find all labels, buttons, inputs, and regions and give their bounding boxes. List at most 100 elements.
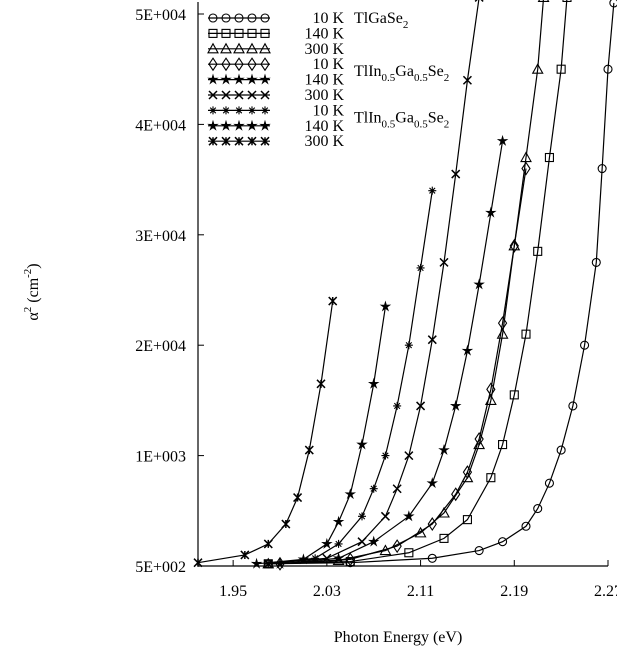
data-point xyxy=(509,238,519,253)
y-axis-title-unit: (cm xyxy=(25,277,42,306)
legend-material-subscript: 2 xyxy=(444,118,450,130)
y-axis-title-close: ) xyxy=(25,263,42,268)
y-axis-title-unit-sup: -2 xyxy=(22,269,34,278)
data-point xyxy=(474,0,484,2)
data-point xyxy=(379,300,392,312)
data-point xyxy=(367,377,380,389)
legend-marker xyxy=(221,136,231,146)
data-point xyxy=(428,186,437,195)
legend-label: 140 K xyxy=(304,118,344,135)
series-line xyxy=(197,300,334,564)
series-5 xyxy=(274,134,509,569)
legend-marker xyxy=(259,73,271,85)
series-line xyxy=(268,0,568,565)
legend-material-text: TlGaSe xyxy=(354,10,403,27)
data-point xyxy=(427,553,437,563)
data-point xyxy=(356,438,368,450)
data-point xyxy=(367,535,380,547)
legend-marker xyxy=(221,13,231,23)
legend-label: 300 K xyxy=(304,133,344,150)
legend-marker xyxy=(247,57,257,72)
legend-label: 140 K xyxy=(304,25,344,42)
legend-material-subscript: 2 xyxy=(403,19,409,31)
data-point xyxy=(544,478,554,488)
legend-marker xyxy=(234,13,244,23)
legend-entry: 300 K xyxy=(207,41,344,58)
legend-marker xyxy=(260,136,270,146)
data-point xyxy=(404,451,414,461)
legend-marker xyxy=(208,136,218,146)
series-9 xyxy=(193,296,338,568)
y-axis-title-symbol: α xyxy=(25,312,42,321)
data-point xyxy=(521,521,531,531)
data-point xyxy=(609,0,617,8)
legend-marker xyxy=(220,42,232,54)
data-point xyxy=(438,444,450,455)
legend-marker xyxy=(247,90,257,100)
legend-marker xyxy=(259,42,271,54)
x-tick-label: 2.03 xyxy=(313,583,341,600)
data-point xyxy=(193,558,203,568)
x-tick-label: 2.11 xyxy=(407,583,434,600)
data-point xyxy=(427,517,437,532)
data-point xyxy=(497,316,508,331)
data-point xyxy=(562,0,572,2)
data-point xyxy=(498,440,508,450)
legend-entry: 300 K xyxy=(208,133,344,150)
legend-marker xyxy=(220,73,232,85)
legend-marker xyxy=(221,57,231,72)
data-point xyxy=(537,0,550,2)
x-axis-title: Photon Energy (eV) xyxy=(334,629,463,646)
y-axis-title: α2 (cm-2) xyxy=(22,263,42,320)
data-point xyxy=(344,488,357,500)
data-point xyxy=(474,545,484,556)
data-point xyxy=(486,473,496,483)
legend-entry: 140 K xyxy=(207,72,344,89)
data-point xyxy=(281,519,291,529)
data-point xyxy=(521,161,531,176)
data-point xyxy=(332,552,345,564)
y-tick-label: 5E+002 xyxy=(135,559,186,576)
data-point xyxy=(568,401,578,411)
legend-marker xyxy=(208,13,218,23)
data-point xyxy=(293,493,303,503)
data-point xyxy=(263,539,273,549)
x-axis: 1.95 2.03 2.11 2.19 2.27 xyxy=(219,560,617,600)
legend-material-text: Ga xyxy=(395,109,414,126)
data-point xyxy=(426,477,439,489)
legend-material-subscript: 2 xyxy=(444,72,450,84)
legend-label: 10 K xyxy=(312,56,344,73)
legend-label: 10 K xyxy=(312,10,344,27)
y-axis: 5E+002 1E+003 2E+004 3E+004 4E+004 5E+004 xyxy=(135,7,204,576)
legend-entry: 10 K xyxy=(208,10,344,27)
y-axis-title-text: α2 (cm-2) xyxy=(22,263,42,320)
legend-material-label: TlIn0.5Ga0.5Se2 xyxy=(354,109,449,130)
legend-material-text: Se xyxy=(428,109,444,126)
data-point xyxy=(597,164,607,174)
legend-marker xyxy=(248,106,256,115)
legend-label: 300 K xyxy=(304,87,344,104)
data-point xyxy=(473,278,485,290)
legend-material-text: TlIn xyxy=(354,63,382,80)
data-point xyxy=(520,151,532,163)
data-point xyxy=(533,246,543,256)
data-point xyxy=(498,537,508,547)
legend-marker xyxy=(233,119,245,131)
data-point xyxy=(461,344,474,356)
series-4 xyxy=(275,161,531,571)
y-tick-label: 3E+004 xyxy=(135,228,186,245)
data-point xyxy=(316,379,326,389)
legend-marker xyxy=(247,28,257,38)
data-point xyxy=(533,504,543,514)
legend-material-label: TlGaSe2 xyxy=(354,10,408,31)
x-tick-label: 2.19 xyxy=(500,583,528,600)
data-point xyxy=(380,511,390,521)
data-point xyxy=(556,445,566,455)
data-point xyxy=(521,329,531,339)
legend-marker xyxy=(233,42,245,54)
legend-marker xyxy=(235,106,243,115)
data-point xyxy=(496,134,509,146)
series-6 xyxy=(263,0,484,569)
